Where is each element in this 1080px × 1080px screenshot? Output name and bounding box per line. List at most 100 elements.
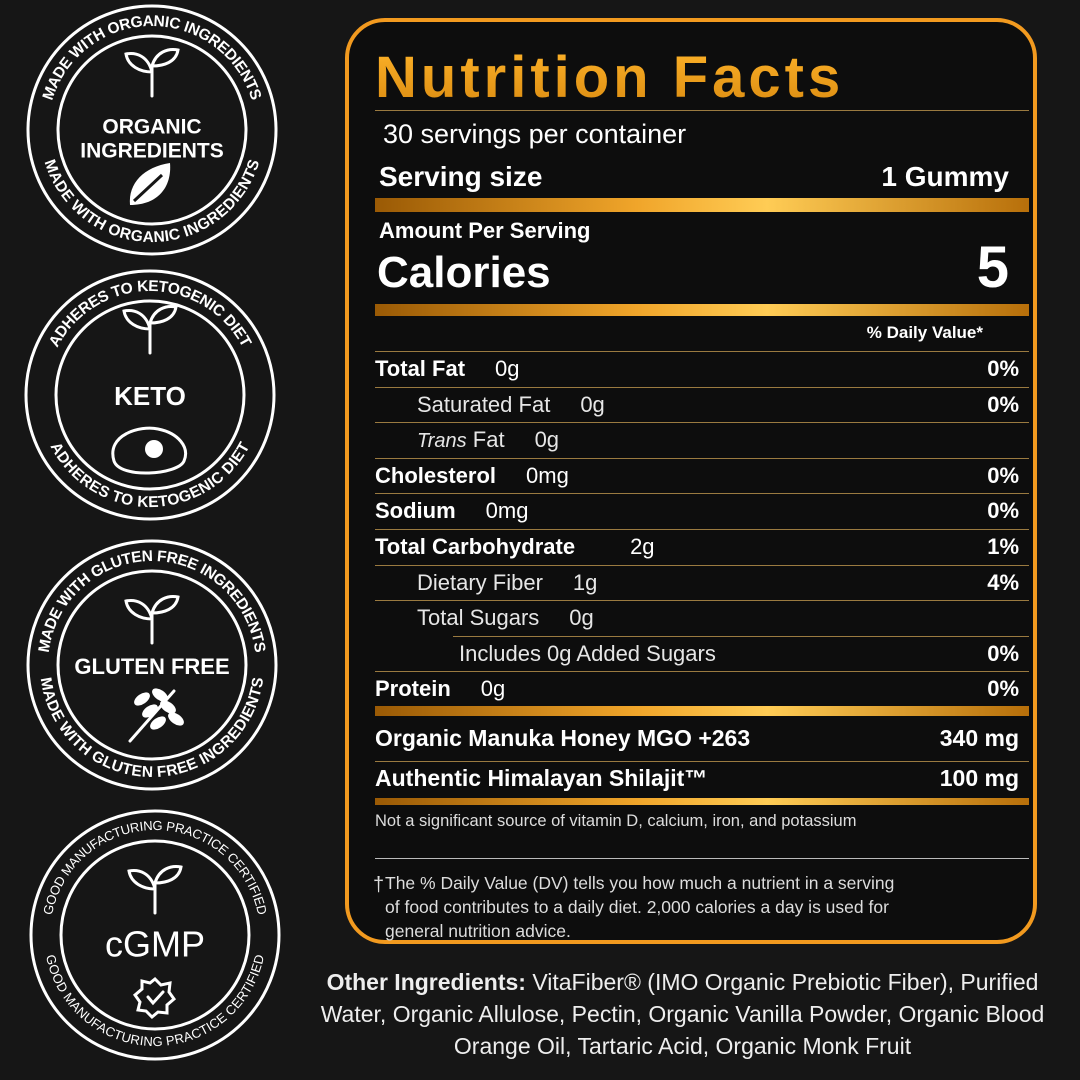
divider-bar	[375, 198, 1029, 212]
extra-amount: 100 mg	[939, 765, 1019, 791]
extra-amount: 340 mg	[939, 725, 1019, 751]
badge-outer-ring	[29, 809, 281, 1061]
nutrient-name: Saturated Fat	[417, 391, 551, 417]
wheat-icon	[128, 688, 184, 743]
nutrient-name-italic: Trans	[417, 430, 467, 453]
nutrient-amount: 0g	[495, 356, 520, 381]
leaf-icon	[129, 163, 171, 205]
row-line	[375, 386, 1029, 388]
nutrient-row: Total Carbohydrate 2g 1%	[375, 529, 1029, 564]
nutrient-amount: 0g	[569, 605, 594, 631]
nutrient-amount: 2g	[630, 534, 655, 559]
calories-label: Calories	[377, 248, 551, 297]
footnote-dagger: †	[373, 874, 385, 896]
row-line	[375, 493, 1029, 495]
divider-bar	[375, 798, 1029, 805]
badge-inner-ring	[56, 569, 248, 761]
nutrient-name: Fat	[472, 427, 505, 453]
nutrient-amount: 0g	[480, 676, 506, 702]
nutrient-name-group: Cholesterol 0mg	[375, 458, 569, 493]
nutrient-amount: 0mg	[526, 462, 569, 488]
nutrient-name-group: Total Fat 0g	[375, 351, 520, 386]
nutrient-name: Dietary Fiber	[417, 569, 543, 595]
badge-label: ORGANIC	[102, 116, 201, 139]
nutrient-dv: 0%	[987, 391, 1019, 417]
sprout-icon	[127, 865, 183, 915]
nutrient-name: Sodium	[375, 498, 456, 524]
avocado-icon	[111, 426, 187, 475]
nutrient-row: Trans Fat 0g	[375, 422, 1029, 457]
badge-outer-ring	[26, 4, 278, 256]
row-line	[375, 422, 1029, 424]
sprout-icon	[124, 48, 180, 98]
badge-outer-ring	[26, 539, 278, 791]
badge-label: KETO	[114, 381, 186, 411]
row-line	[375, 671, 1029, 673]
nutrient-row: Total Sugars 0g	[375, 600, 1029, 635]
row-line	[375, 457, 1029, 459]
nutrient-row: Includes 0g Added Sugars 0%	[375, 635, 1029, 671]
nutrient-dv: 0%	[987, 462, 1019, 488]
panel-title: Nutrition Facts	[375, 45, 845, 110]
extra-name: Authentic Himalayan Shilajit™	[375, 765, 708, 791]
dv-header: % Daily Value*	[866, 323, 983, 342]
calories-value: 5	[976, 235, 1009, 300]
nutrient-row: Protein 0g 0%	[375, 671, 1029, 706]
nutrient-name-group: Total Carbohydrate 2g	[375, 529, 655, 564]
badge-inner-ring	[59, 839, 251, 1031]
nutrient-amount: 0g	[580, 391, 605, 417]
serving-size-label: Serving size	[379, 161, 543, 192]
servings: 30 servings per container	[383, 119, 687, 149]
other-ingredients: Other Ingredients: VitaFiber® (IMO Organ…	[295, 966, 1070, 1062]
nutrient-amount: 0g	[534, 427, 560, 453]
nutrient-row: Saturated Fat 0g 0%	[375, 386, 1029, 422]
extra-name: Organic Manuka Honey MGO +263	[375, 725, 751, 751]
nutrient-dv: 0%	[987, 676, 1019, 702]
row-line	[375, 564, 1029, 566]
nutrient-row: Cholesterol 0mg 0%	[375, 457, 1029, 493]
other-ingredients-label: Other Ingredients:	[326, 969, 526, 995]
sprout-icon	[122, 305, 178, 355]
nutrient-name: Total Fat	[375, 356, 466, 381]
amount-label: Amount Per Serving	[379, 218, 591, 243]
badge-inner-ring	[54, 299, 246, 491]
other-ingredients-text: VitaFiber® (IMO Organic Prebiotic Fiber)…	[320, 969, 1045, 1059]
serving-size: 1 Gummy	[881, 161, 1009, 192]
nutrient-name-group: Includes 0g Added Sugars	[459, 636, 716, 671]
badge-inner-ring	[56, 34, 248, 226]
divider	[375, 858, 1029, 859]
nutrient-name-group: Sodium 0mg	[375, 493, 528, 528]
footnote-dv: The % Daily Value (DV) tells you how muc…	[385, 873, 895, 941]
nutrient-name-group: Trans Fat 0g	[417, 422, 559, 459]
row-line	[375, 351, 1029, 352]
nutrient-dv: 0%	[987, 498, 1019, 524]
sprout-icon	[124, 595, 180, 645]
nutrient-amount: 0mg	[485, 498, 529, 524]
nutrient-name: Protein	[375, 676, 451, 702]
nutrient-dv: 0%	[987, 356, 1019, 381]
check-icon	[132, 976, 177, 1020]
divider	[375, 110, 1029, 111]
nutrient-name: Includes 0g Added Sugars	[459, 640, 716, 666]
badge-label: GLUTEN FREE	[74, 654, 229, 679]
badge: GOOD MANUFACTURING PRACTICE CERTIFIEDGOO…	[29, 809, 281, 1061]
nutrient-name: Total Sugars	[417, 605, 540, 631]
badge-label: INGREDIENTS	[80, 140, 224, 163]
badge-outer-ring	[24, 269, 276, 521]
nutrient-name: Cholesterol	[375, 462, 497, 488]
nutrient-name: Total Carbohydrate	[375, 534, 576, 559]
row-line	[375, 600, 1029, 602]
divider-bar	[375, 706, 1029, 716]
footnote-sources: Not a significant source of vitamin D, c…	[375, 812, 857, 830]
divider-bar	[375, 304, 1029, 316]
nutrient-amount: 1g	[572, 569, 598, 595]
nutrition-panel: Nutrition Facts 30 servings per containe…	[345, 18, 1037, 944]
nutrient-dv: 1%	[987, 534, 1019, 559]
nutrient-row: Sodium 0mg 0%	[375, 493, 1029, 528]
nutrient-name-group: Dietary Fiber 1g	[417, 565, 597, 600]
nutrient-dv: 0%	[987, 640, 1019, 666]
